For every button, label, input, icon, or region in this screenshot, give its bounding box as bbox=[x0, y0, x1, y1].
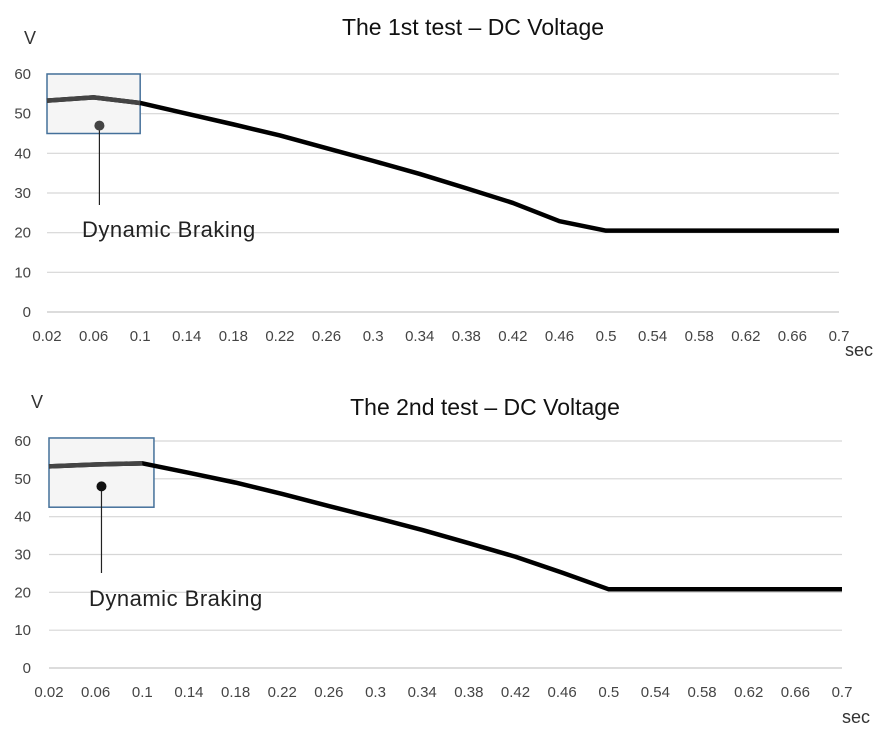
x-tick-label: 0.42 bbox=[498, 328, 527, 345]
y-tick-label: 30 bbox=[14, 547, 31, 564]
annotation-marker bbox=[96, 481, 107, 492]
x-tick-label: 0.5 bbox=[598, 684, 619, 701]
y-tick-label: 50 bbox=[14, 471, 31, 488]
x-axis-label: sec bbox=[842, 707, 871, 727]
y-tick-label: 0 bbox=[23, 660, 31, 677]
x-tick-label: 0.54 bbox=[641, 684, 670, 701]
x-tick-label: 0.34 bbox=[405, 328, 434, 345]
chart-2: The 2nd test – DC Voltage V sec 0 10 20 30 4… bbox=[0, 375, 891, 749]
x-tick-label: 0.46 bbox=[545, 328, 574, 345]
y-tick-label: 10 bbox=[14, 622, 31, 639]
x-tick-label: 0.7 bbox=[832, 684, 853, 701]
y-axis-label: V bbox=[24, 28, 37, 48]
y-tick-label: 60 bbox=[14, 433, 31, 450]
y-tick-label: 50 bbox=[14, 106, 31, 123]
series-line-start bbox=[48, 461, 143, 469]
chart-1: The 1st test – DC Voltage V sec 0 10 20 30 4… bbox=[14, 14, 874, 360]
x-tick-label: 0.34 bbox=[408, 684, 437, 701]
x-tick-label: 0.3 bbox=[365, 684, 386, 701]
chart-2-plot: 0 10 20 30 40 50 60 0.02 0.06 0.1 0.14 0.18 0.22 0.26… bbox=[14, 433, 853, 701]
x-tick-label: 0.66 bbox=[781, 684, 810, 701]
x-tick-label: 0.58 bbox=[685, 328, 714, 345]
x-tick-label: 0.46 bbox=[548, 684, 577, 701]
y-tick-label: 30 bbox=[14, 185, 31, 202]
x-tick-label: 0.42 bbox=[501, 684, 530, 701]
x-tick-label: 0.22 bbox=[268, 684, 297, 701]
annotation-marker bbox=[94, 120, 105, 131]
x-tick-label: 0.62 bbox=[731, 328, 760, 345]
x-tick-label: 0.26 bbox=[314, 684, 343, 701]
x-tick-label: 0.06 bbox=[81, 684, 110, 701]
x-tick-label: 0.14 bbox=[174, 684, 203, 701]
annotation-label: Dynamic Braking bbox=[89, 586, 263, 611]
series-line bbox=[48, 461, 842, 592]
x-tick-label: 0.66 bbox=[778, 328, 807, 345]
y-tick-label: 0 bbox=[23, 304, 31, 321]
series-line bbox=[46, 95, 839, 233]
y-tick-label: 20 bbox=[14, 225, 31, 242]
x-tick-label: 0.02 bbox=[32, 328, 61, 345]
x-tick-label: 0.5 bbox=[596, 328, 617, 345]
y-tick-label: 60 bbox=[14, 66, 31, 83]
x-tick-label: 0.26 bbox=[312, 328, 341, 345]
x-tick-label: 0.38 bbox=[454, 684, 483, 701]
x-tick-label: 0.14 bbox=[172, 328, 201, 345]
annotation-box bbox=[46, 73, 141, 135]
y-axis-label: V bbox=[31, 392, 44, 412]
y-tick-label: 40 bbox=[14, 509, 31, 526]
series-line-start bbox=[46, 95, 141, 106]
x-tick-label: 0.18 bbox=[219, 328, 248, 345]
x-tick-label: 0.62 bbox=[734, 684, 763, 701]
x-tick-label: 0.7 bbox=[829, 328, 850, 345]
x-tick-label: 0.54 bbox=[638, 328, 667, 345]
x-tick-label: 0.18 bbox=[221, 684, 250, 701]
x-tick-label: 0.06 bbox=[79, 328, 108, 345]
x-tick-label: 0.02 bbox=[34, 684, 63, 701]
y-tick-label: 40 bbox=[14, 145, 31, 162]
chart-title: The 2nd test – DC Voltage bbox=[350, 394, 620, 420]
x-tick-label: 0.3 bbox=[363, 328, 384, 345]
annotation-label: Dynamic Braking bbox=[82, 217, 256, 242]
x-tick-label: 0.22 bbox=[265, 328, 294, 345]
x-tick-label: 0.1 bbox=[130, 328, 151, 345]
x-axis-label: sec bbox=[845, 340, 874, 360]
x-tick-label: 0.38 bbox=[452, 328, 481, 345]
y-tick-label: 20 bbox=[14, 584, 31, 601]
chart-title: The 1st test – DC Voltage bbox=[341, 14, 605, 40]
chart-1-plot: 0 10 20 30 40 50 60 0.02 0.06 0.1 0.14 0.18 0.22 0.26… bbox=[14, 66, 850, 345]
x-tick-label: 0.58 bbox=[687, 684, 716, 701]
y-tick-label: 10 bbox=[14, 264, 31, 281]
x-tick-label: 0.1 bbox=[132, 684, 153, 701]
